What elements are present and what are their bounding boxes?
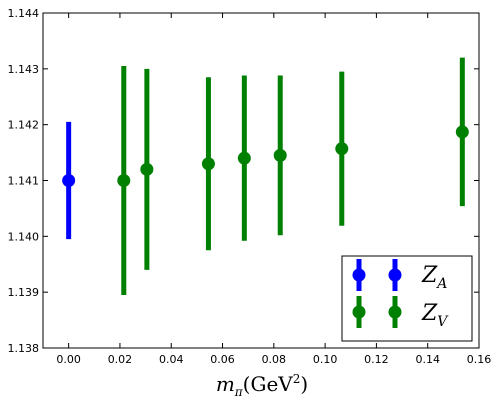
x-tick-label: 0.06 [210,353,235,366]
y-tick-label: 1.140 [8,230,40,243]
data-point [455,125,469,139]
x-axis-label-unit-close: ) [300,372,308,396]
legend-marker [388,268,402,282]
data-point [62,174,76,187]
x-axis-label-unit-sup: 2 [293,372,301,386]
x-tick-label: 0.12 [364,353,389,366]
legend-marker [352,305,366,319]
legend-label-za: ZA [421,263,447,292]
legend-label-zv-main: Z [421,301,438,326]
series-za [62,121,76,240]
legend: ZA ZV [341,255,473,342]
y-tick-label: 1.144 [8,7,40,20]
data-point [335,142,349,156]
y-tick-label: 1.141 [8,175,40,188]
legend-label-zv-sub: V [437,314,449,330]
y-tick-label: 1.139 [8,286,40,299]
legend-marker [388,305,402,319]
data-point [117,174,131,187]
legend-markers [352,259,402,328]
x-axis-label: mπ(GeV2) [216,372,308,399]
series-layer [62,57,469,295]
x-tick-label: 0.16 [467,353,492,366]
y-tick-label: 1.143 [8,63,40,76]
x-axis-label-unit-open: (GeV [243,372,294,396]
legend-label-zv: ZV [421,301,449,330]
x-tick-label: 0.10 [313,353,338,366]
x-tick-label: 0.08 [262,353,287,366]
data-point [237,151,251,165]
data-point [201,157,215,171]
series-zv [117,57,469,295]
legend-label-za-sub: A [435,276,447,292]
legend-label-za-main: Z [421,263,438,288]
legend-marker [352,268,366,282]
x-tick-label: 0.02 [108,353,133,366]
x-tick-label: 0.00 [56,353,81,366]
x-tick-label: 0.14 [415,353,440,366]
x-axis-label-base: m [216,372,235,396]
x-tick-label: 0.04 [159,353,184,366]
y-tick-label: 1.138 [8,342,40,355]
data-point [273,148,287,162]
x-axis-label-sub: π [234,385,244,399]
data-point [140,162,154,176]
legend-box [341,255,473,342]
ticks-layer: 0.00 0.02 0.04 0.06 0.08 0.10 0.12 0.14 0.16 1.13… [8,7,492,366]
y-tick-label: 1.142 [8,119,40,132]
